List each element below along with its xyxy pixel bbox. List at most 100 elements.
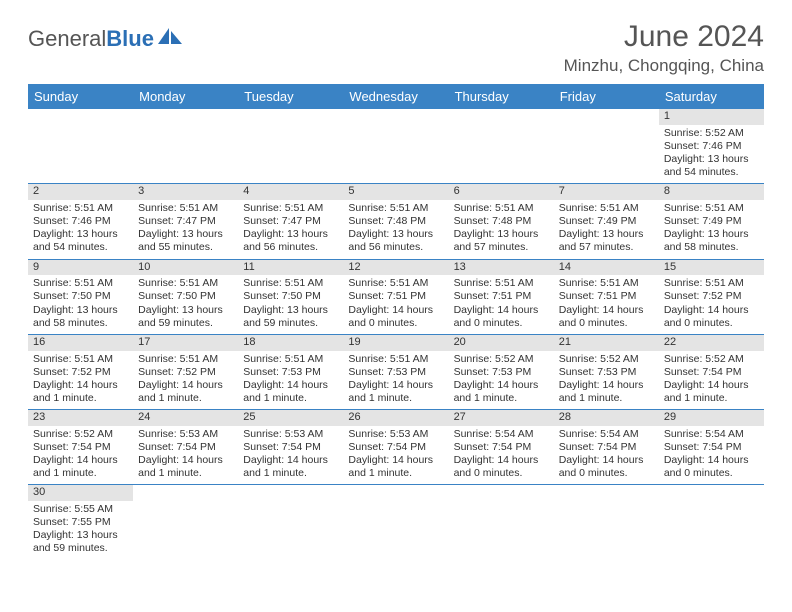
sunrise-text: Sunrise: 5:51 AM	[33, 277, 128, 290]
sunset-text: Sunset: 7:46 PM	[664, 140, 759, 153]
day-cell: 17Sunrise: 5:51 AMSunset: 7:52 PMDayligh…	[133, 335, 238, 409]
sunrise-text: Sunrise: 5:51 AM	[243, 277, 338, 290]
day-number: 4	[238, 184, 343, 200]
daylight-text: Daylight: 14 hours and 0 minutes.	[348, 304, 443, 330]
daylight-text: Daylight: 13 hours and 59 minutes.	[138, 304, 233, 330]
day-number: 29	[659, 410, 764, 426]
logo: GeneralBlue	[28, 20, 184, 52]
day-cell: 15Sunrise: 5:51 AMSunset: 7:52 PMDayligh…	[659, 260, 764, 334]
day-number: 22	[659, 335, 764, 351]
day-cell: 29Sunrise: 5:54 AMSunset: 7:54 PMDayligh…	[659, 410, 764, 484]
sunrise-text: Sunrise: 5:52 AM	[33, 428, 128, 441]
day-number: 14	[554, 260, 659, 276]
day-cell: 26Sunrise: 5:53 AMSunset: 7:54 PMDayligh…	[343, 410, 448, 484]
day-number: 16	[28, 335, 133, 351]
empty-cell	[133, 485, 238, 559]
daylight-text: Daylight: 14 hours and 1 minute.	[243, 379, 338, 405]
day-cell: 18 Sunrise: 5:51 AMSunset: 7:53 PMDayligh…	[238, 335, 343, 409]
empty-cell	[133, 109, 238, 183]
day-number: 13	[449, 260, 554, 276]
day-number: 28	[554, 410, 659, 426]
day-cell: 9Sunrise: 5:51 AMSunset: 7:50 PMDaylight…	[28, 260, 133, 334]
sunrise-text: Sunrise: 5:51 AM	[348, 277, 443, 290]
day-cell: 30Sunrise: 5:55 AMSunset: 7:55 PMDayligh…	[28, 485, 133, 559]
sunset-text: Sunset: 7:50 PM	[33, 290, 128, 303]
dow-cell: Monday	[133, 84, 238, 109]
day-number: 17	[133, 335, 238, 351]
sunrise-text: Sunrise: 5:51 AM	[348, 202, 443, 215]
day-number: 27	[449, 410, 554, 426]
day-number: 6	[449, 184, 554, 200]
day-number: 8	[659, 184, 764, 200]
sunset-text: Sunset: 7:52 PM	[664, 290, 759, 303]
sunset-text: Sunset: 7:53 PM	[559, 366, 654, 379]
sunrise-text: Sunrise: 5:51 AM	[454, 202, 549, 215]
sunrise-text: Sunrise: 5:51 AM	[243, 353, 338, 366]
sunrise-text: Sunrise: 5:51 AM	[454, 277, 549, 290]
day-number: 15	[659, 260, 764, 276]
day-number: 2	[28, 184, 133, 200]
dow-cell: Tuesday	[238, 84, 343, 109]
sunrise-text: Sunrise: 5:51 AM	[559, 277, 654, 290]
sunrise-text: Sunrise: 5:51 AM	[138, 202, 233, 215]
week-row: 23 Sunrise: 5:52 AM Sunset: 7:54 PM Dayligh…	[28, 410, 764, 485]
day-cell: 2Sunrise: 5:51 AMSunset: 7:46 PMDaylight…	[28, 184, 133, 258]
sunrise-text: Sunrise: 5:53 AM	[243, 428, 338, 441]
daylight-text: Daylight: 14 hours and 0 minutes.	[559, 454, 654, 480]
sunrise-text: Sunrise: 5:54 AM	[559, 428, 654, 441]
title-block: June 2024 Minzhu, Chongqing, China	[564, 20, 764, 76]
empty-cell	[554, 485, 659, 559]
empty-cell	[343, 485, 448, 559]
day-cell: 1Sunrise: 5:52 AMSunset: 7:46 PMDaylight…	[659, 109, 764, 183]
day-cell: 14Sunrise: 5:51 AMSunset: 7:51 PMDayligh…	[554, 260, 659, 334]
sunset-text: Sunset: 7:55 PM	[33, 516, 128, 529]
empty-cell	[28, 109, 133, 183]
day-cell: 11Sunrise: 5:51 AMSunset: 7:50 PMDayligh…	[238, 260, 343, 334]
empty-cell	[343, 109, 448, 183]
sunrise-text: Sunrise: 5:51 AM	[33, 202, 128, 215]
day-cell: 22Sunrise: 5:52 AMSunset: 7:54 PMDayligh…	[659, 335, 764, 409]
sail-icon	[158, 26, 184, 52]
sunrise-text: Sunrise: 5:53 AM	[348, 428, 443, 441]
sunset-text: Sunset: 7:54 PM	[454, 441, 549, 454]
day-cell: 3Sunrise: 5:51 AMSunset: 7:47 PMDaylight…	[133, 184, 238, 258]
sunset-text: Sunset: 7:53 PM	[454, 366, 549, 379]
day-cell: 16Sunrise: 5:51 AMSunset: 7:52 PMDayligh…	[28, 335, 133, 409]
sunset-text: Sunset: 7:51 PM	[559, 290, 654, 303]
daylight-text: Daylight: 13 hours and 54 minutes.	[664, 153, 759, 179]
sunrise-text: Sunrise: 5:51 AM	[33, 353, 128, 366]
sunset-text: Sunset: 7:54 PM	[348, 441, 443, 454]
sunrise-text: Sunrise: 5:51 AM	[243, 202, 338, 215]
sunrise-text: Sunrise: 5:51 AM	[138, 353, 233, 366]
logo-word-2: Blue	[106, 26, 154, 52]
sunrise-text: Sunrise: 5:54 AM	[664, 428, 759, 441]
day-cell: 25Sunrise: 5:53 AMSunset: 7:54 PMDayligh…	[238, 410, 343, 484]
day-cell: 23Sunrise: 5:52 AMSunset: 7:54 PMDayligh…	[28, 410, 133, 484]
daylight-text: Daylight: 14 hours and 1 minute.	[138, 379, 233, 405]
empty-cell	[554, 109, 659, 183]
daylight-text: Daylight: 14 hours and 0 minutes.	[664, 454, 759, 480]
sunset-text: Sunset: 7:50 PM	[243, 290, 338, 303]
week-row: 2Sunrise: 5:51 AMSunset: 7:46 PMDaylight…	[28, 184, 764, 259]
sunset-text: Sunset: 7:49 PM	[664, 215, 759, 228]
day-number: 23	[28, 410, 133, 426]
day-number: 9	[28, 260, 133, 276]
daylight-text: Daylight: 13 hours and 58 minutes.	[33, 304, 128, 330]
day-cell: 4Sunrise: 5:51 AMSunset: 7:47 PMDaylight…	[238, 184, 343, 258]
day-number: 18	[238, 335, 343, 351]
daylight-text: Daylight: 13 hours and 56 minutes.	[348, 228, 443, 254]
day-cell: 12Sunrise: 5:51 AMSunset: 7:51 PMDayligh…	[343, 260, 448, 334]
daylight-text: Daylight: 13 hours and 57 minutes.	[454, 228, 549, 254]
dow-cell: Sunday	[28, 84, 133, 109]
sunrise-text: Sunrise: 5:51 AM	[664, 202, 759, 215]
day-number: 30	[28, 485, 133, 501]
sunset-text: Sunset: 7:50 PM	[138, 290, 233, 303]
daylight-text: Daylight: 14 hours and 0 minutes.	[454, 304, 549, 330]
day-number: 1	[659, 109, 764, 125]
day-number: 26	[343, 410, 448, 426]
sunset-text: Sunset: 7:47 PM	[138, 215, 233, 228]
sunset-text: Sunset: 7:53 PM	[243, 366, 338, 379]
daylight-text: Daylight: 13 hours and 59 minutes.	[243, 304, 338, 330]
sunset-text: Sunset: 7:54 PM	[138, 441, 233, 454]
sunset-text: Sunset: 7:46 PM	[33, 215, 128, 228]
